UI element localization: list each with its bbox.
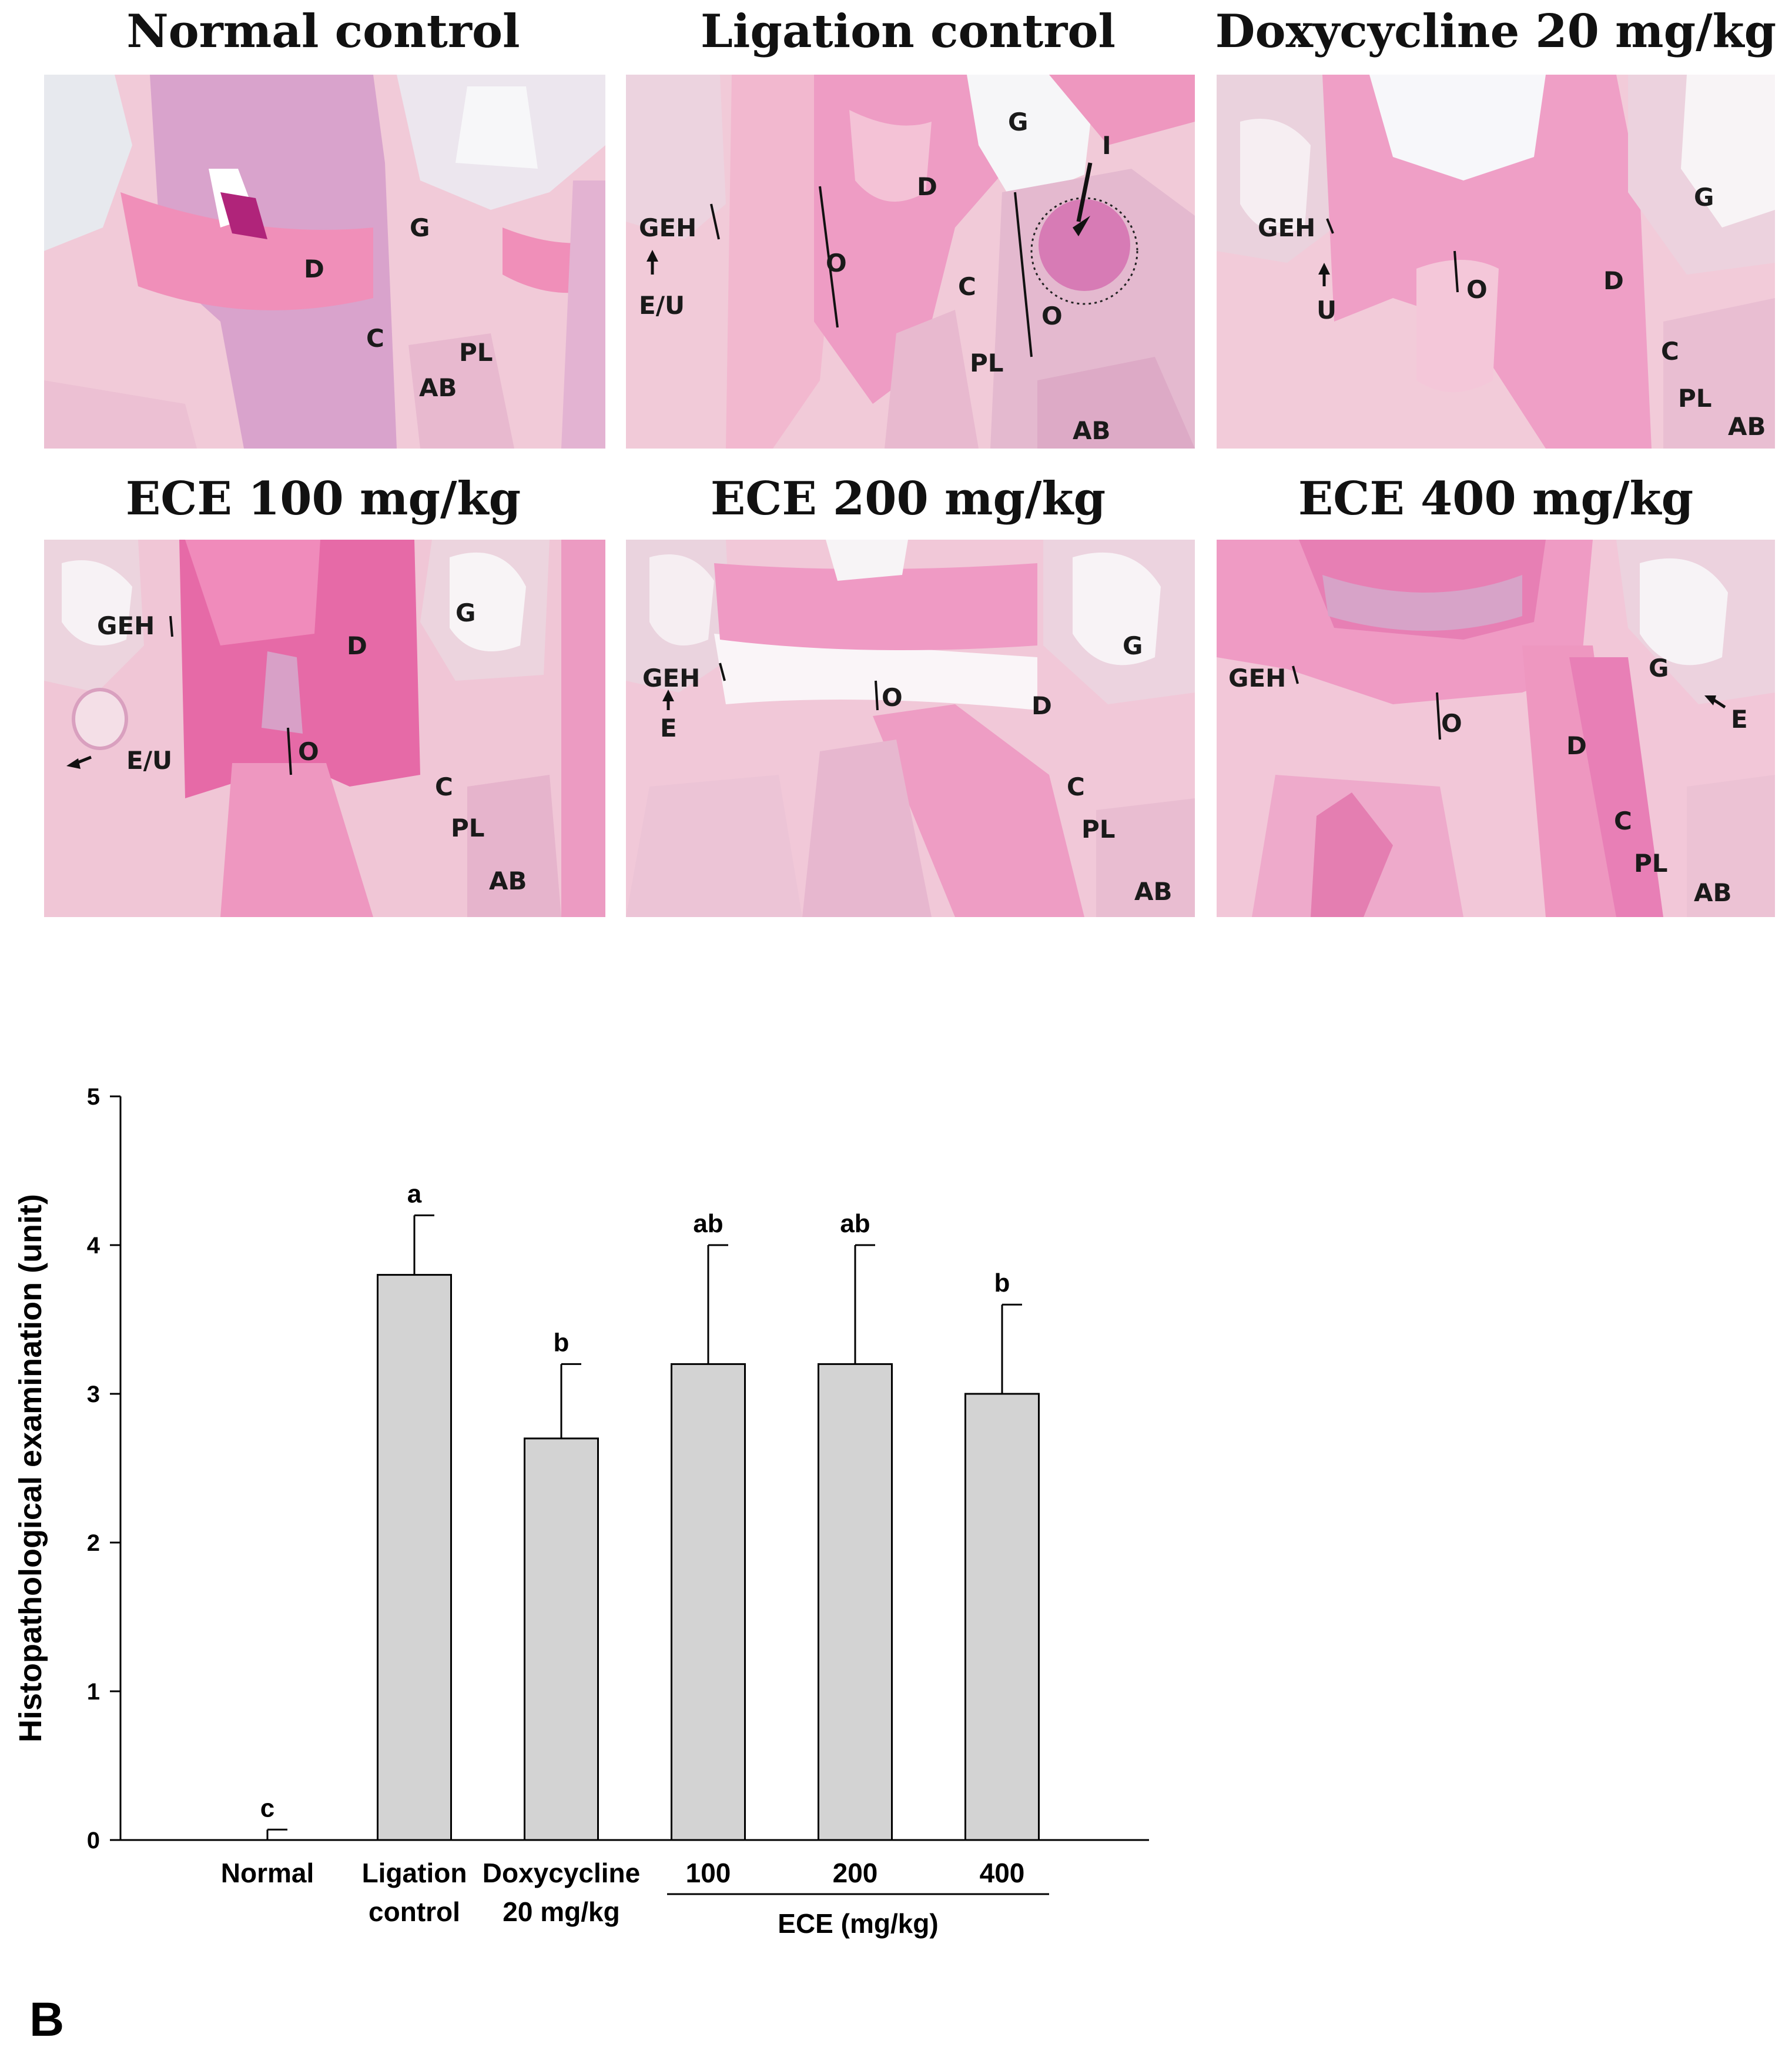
label-ab: AB <box>1134 877 1173 906</box>
panel-title-ece-400: ECE 400 mg/kg <box>1298 472 1694 526</box>
label-c: C <box>958 272 976 301</box>
label-e-u: E/U <box>639 291 685 320</box>
label-e: E <box>1731 705 1748 734</box>
label-geh: GEH <box>1258 213 1316 242</box>
label-o: O <box>1441 709 1462 738</box>
bar <box>524 1437 599 1841</box>
micrograph-ece-400: GEH O G E D C PL AB <box>1217 540 1775 917</box>
x-tick-label: Ligation <box>362 1858 467 1888</box>
label-ab: AB <box>419 373 457 402</box>
bar-chart: 0 1 2 3 4 5 Histopathological examination (uni… <box>0 1058 1792 2051</box>
bar <box>964 1393 1040 1841</box>
bar <box>671 1363 746 1841</box>
micrograph-ece-200: GEH E O G D C PL AB <box>626 540 1195 917</box>
label-geh: GEH <box>1228 664 1287 693</box>
significance-label: ab <box>840 1209 870 1238</box>
panel-title-ece-100: ECE 100 mg/kg <box>125 472 521 526</box>
label-i: I <box>1102 131 1111 160</box>
x-tick-label: 20 mg/kg <box>503 1896 619 1927</box>
label-g: G <box>1649 654 1669 683</box>
x-tick-label: control <box>369 1896 460 1927</box>
micrograph-ligation-control: G D GEH E/U O C O PL AB I <box>626 75 1195 449</box>
label-g: G <box>1694 183 1714 212</box>
label-geh: GEH <box>639 213 697 242</box>
label-c: C <box>1614 807 1632 835</box>
y-tick-label: 0 <box>87 1828 100 1854</box>
significance-label: a <box>407 1179 422 1208</box>
label-c: C <box>435 772 453 801</box>
y-tick-label: 2 <box>87 1530 100 1556</box>
label-ab: AB <box>1694 878 1732 907</box>
label-ab: AB <box>1728 412 1766 441</box>
significance-label: c <box>260 1794 274 1822</box>
label-c: C <box>1067 772 1085 801</box>
group-label: ECE (mg/kg) <box>778 1908 938 1939</box>
label-e-u: E/U <box>126 746 173 775</box>
label-o: O <box>1466 275 1488 304</box>
label-d: D <box>304 255 324 283</box>
y-tick-label: 3 <box>87 1381 100 1407</box>
label-d: D <box>1031 691 1052 720</box>
micrograph-ece-100: GEH G D E/U O C PL AB <box>44 540 605 917</box>
label-o: O <box>882 683 903 712</box>
y-tick-label: 1 <box>87 1679 100 1705</box>
x-tick-label: 100 <box>686 1858 731 1888</box>
y-tick-label: 4 <box>87 1233 101 1259</box>
label-geh: GEH <box>642 664 701 693</box>
label-o: O <box>1041 302 1063 330</box>
x-tick-label: 400 <box>980 1858 1025 1888</box>
y-axis-label: Histopathological examination (unit) <box>13 1194 48 1742</box>
label-d: D <box>1566 731 1587 760</box>
label-d: D <box>917 172 937 201</box>
label-d: D <box>347 631 367 660</box>
bar-chart-svg: 0 1 2 3 4 5 Histopathological examination (uni… <box>13 1084 1149 1939</box>
label-o: O <box>298 737 319 766</box>
label-e: E <box>660 714 677 742</box>
label-pl: PL <box>459 338 493 367</box>
label-g: G <box>455 598 476 627</box>
significance-label: ab <box>693 1209 723 1238</box>
y-tick-label: 5 <box>87 1084 100 1110</box>
panel-title-normal-control: Normal control <box>126 5 520 58</box>
label-pl: PL <box>1634 849 1668 878</box>
x-tick-label: Normal <box>221 1858 314 1888</box>
bar <box>818 1363 893 1841</box>
label-pl: PL <box>970 349 1004 377</box>
label-pl: PL <box>1081 815 1116 844</box>
panel-title-ligation-control: Ligation control <box>700 5 1116 58</box>
label-g: G <box>410 213 430 242</box>
label-g: G <box>1008 108 1029 136</box>
label-pl: PL <box>1678 384 1712 413</box>
figure-label: B <box>29 1993 65 2046</box>
x-tick-label: 200 <box>833 1858 878 1888</box>
significance-label: b <box>554 1328 570 1357</box>
label-ab: AB <box>489 867 527 895</box>
label-d: D <box>1603 266 1624 295</box>
label-o: O <box>826 249 847 277</box>
x-tick-label: Doxycycline <box>483 1858 640 1888</box>
label-u: U <box>1317 296 1337 325</box>
label-pl: PL <box>451 814 485 842</box>
label-ab: AB <box>1073 416 1111 445</box>
panel-title-ece-200: ECE 200 mg/kg <box>710 472 1106 526</box>
label-g: G <box>1123 631 1143 660</box>
micrograph-doxycycline: GEH U O G D C PL AB <box>1217 75 1775 449</box>
label-geh: GEH <box>97 611 155 640</box>
micrograph-normal-control: G D C PL AB <box>44 75 605 449</box>
label-c: C <box>366 324 384 353</box>
significance-label: b <box>994 1269 1010 1297</box>
panel-title-doxycycline: Doxycycline 20 mg/kg <box>1215 5 1777 58</box>
bar <box>377 1274 452 1841</box>
label-c: C <box>1661 337 1679 366</box>
